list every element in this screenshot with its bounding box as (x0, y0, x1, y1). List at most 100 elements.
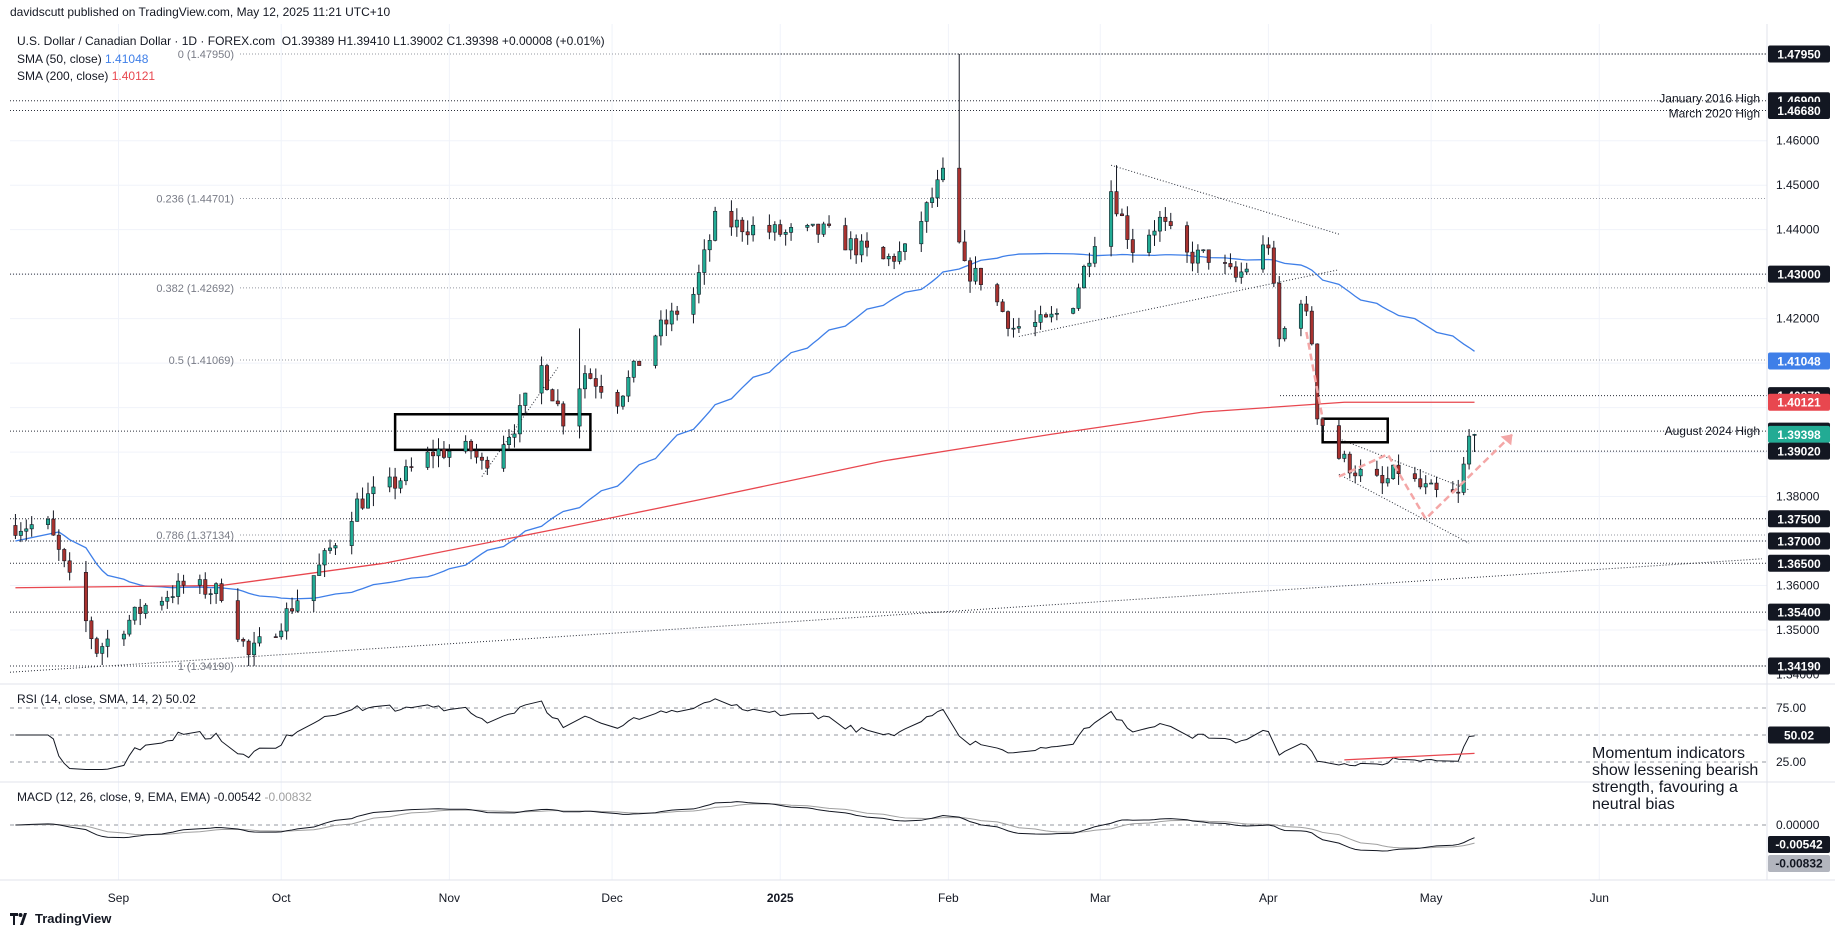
x-tick-label: May (1420, 891, 1443, 905)
candle (83, 560, 88, 633)
candle (1309, 306, 1314, 346)
symbol-legend[interactable]: U.S. Dollar / Canadian Dollar · 1D · FOR… (17, 34, 605, 48)
price-badge-label: 1.34190 (1777, 660, 1821, 674)
candle (1298, 299, 1303, 337)
tradingview-logo-icon (10, 912, 27, 925)
candle (561, 401, 566, 435)
price-badge-label: 1.39020 (1777, 445, 1821, 459)
candle (957, 54, 962, 244)
candle (1472, 433, 1477, 452)
macd-value: -0.00542 (213, 790, 262, 804)
candle (940, 157, 945, 183)
candle (1016, 317, 1021, 334)
candle (664, 309, 669, 337)
candle (208, 588, 213, 605)
candle (485, 456, 490, 475)
sma200-legend[interactable]: SMA (200, close) 1.40121 (17, 69, 155, 83)
candle (588, 368, 593, 380)
candle (165, 590, 170, 609)
candle (696, 264, 701, 304)
candle (143, 603, 148, 619)
sma50-legend[interactable]: SMA (50, close) 1.41048 (17, 52, 148, 66)
sma200-label: SMA (200, close) (17, 69, 109, 83)
candle (1260, 235, 1265, 273)
candle (214, 582, 219, 604)
candle (371, 476, 376, 507)
candle (181, 574, 186, 594)
candle (1054, 308, 1059, 321)
candle (360, 487, 365, 510)
candle (18, 522, 23, 543)
candle (387, 467, 392, 493)
price-badge-label: 1.36500 (1777, 557, 1821, 571)
candle (854, 234, 859, 264)
fib-levels: 0 (1.47950) 0.236 (1.44701) 0.382 (1.42692… (10, 49, 1767, 673)
candle (127, 614, 132, 637)
grid (10, 24, 1767, 880)
tradingview-logo[interactable]: TradingView (10, 911, 111, 926)
candle (995, 282, 1000, 306)
candle (962, 230, 967, 262)
fib-label: 0.236 (1.44701) (156, 194, 234, 206)
rsi-legend[interactable]: RSI (14, close, SMA, 14, 2) 50.02 (17, 692, 196, 706)
candle (1157, 211, 1162, 242)
candle (1168, 212, 1173, 230)
candle (637, 360, 642, 366)
price-badge-label: 1.41048 (1777, 354, 1821, 368)
candle (1011, 318, 1016, 338)
candle (810, 223, 815, 227)
candle (935, 169, 940, 207)
candle (772, 221, 777, 241)
moving-averages (15, 252, 1475, 600)
candle (441, 441, 446, 460)
candle (892, 253, 897, 270)
candle (1282, 326, 1287, 342)
candle (653, 334, 658, 369)
candles (13, 54, 1477, 666)
candle (1391, 464, 1396, 480)
candle (517, 394, 522, 443)
candle (745, 220, 750, 245)
candle (843, 217, 848, 251)
ohlc-values: O1.39389 H1.39410 L1.39002 C1.39398 +0.0… (281, 34, 605, 48)
projection-arrow (1305, 331, 1324, 419)
candle (1418, 469, 1423, 490)
price-badge-label: 1.35400 (1777, 606, 1821, 620)
candle (675, 305, 680, 321)
candle (1006, 310, 1011, 337)
candle (1223, 254, 1227, 275)
price-tick-label: 1.35000 (1776, 623, 1820, 637)
candle (45, 516, 50, 530)
macd-legend[interactable]: MACD (12, 26, close, 9, EMA, EMA) -0.005… (17, 790, 312, 804)
price-tick-label: 1.45000 (1776, 178, 1820, 192)
fib-label: 1 (1.34190) (178, 661, 234, 673)
candle (1271, 240, 1276, 288)
candle (507, 429, 512, 451)
price-badge (1768, 393, 1830, 411)
rsi-tick-label: 75.00 (1776, 701, 1806, 715)
candle (203, 572, 208, 599)
x-tick-label: Oct (272, 891, 291, 905)
candle (469, 439, 474, 460)
candle (138, 598, 143, 626)
candle (89, 616, 94, 650)
candle (235, 588, 240, 643)
candle (789, 223, 794, 241)
candle (322, 548, 327, 578)
price-badge-label: 1.39398 (1777, 428, 1821, 442)
candle (1044, 312, 1048, 318)
candle (295, 589, 300, 613)
candle (479, 452, 484, 470)
candle (51, 510, 56, 536)
candle (1087, 252, 1092, 278)
sma200-value: 1.40121 (111, 69, 156, 83)
candle (311, 575, 316, 613)
candle (252, 631, 257, 666)
candle (1130, 228, 1135, 263)
candle (176, 573, 181, 605)
candle (1206, 249, 1211, 270)
price-badge-label: 1.37500 (1777, 512, 1821, 526)
candle (1347, 451, 1352, 479)
candle (1185, 221, 1190, 263)
